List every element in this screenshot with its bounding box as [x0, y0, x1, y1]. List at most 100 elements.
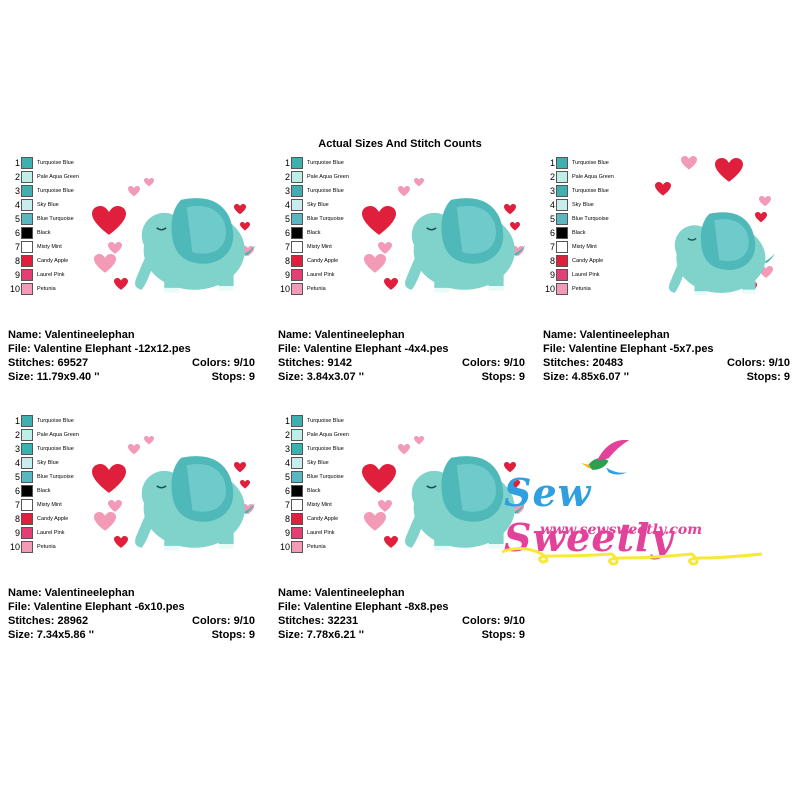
- legend-number: 6: [284, 486, 290, 496]
- heart-icon: [362, 206, 396, 235]
- legend-swatch: [21, 199, 33, 211]
- design-file: File: Valentine Elephant -5x7.pes: [543, 343, 714, 355]
- legend-number: 1: [14, 416, 20, 426]
- legend-number: 1: [284, 158, 290, 168]
- legend-swatch: [21, 429, 33, 441]
- heart-icon: [364, 512, 386, 531]
- legend-row: 5 Blue Turquoise: [543, 212, 609, 226]
- legend-color-name: Pale Aqua Green: [37, 432, 79, 438]
- elephant-artwork: [92, 178, 256, 294]
- heart-icon: [510, 222, 520, 231]
- legend-number: 6: [549, 228, 555, 238]
- legend-number: 9: [284, 528, 290, 538]
- legend-color-name: Sky Blue: [37, 460, 59, 466]
- design-file: File: Valentine Elephant -4x4.pes: [278, 343, 449, 355]
- legend-color-name: Blue Turquoise: [37, 474, 74, 480]
- legend-number: 5: [549, 214, 555, 224]
- design-colors: Colors: 9/10: [462, 357, 525, 369]
- legend-row: 9 Laurel Pink: [8, 526, 65, 540]
- legend-swatch: [21, 171, 33, 183]
- legend-number: 10: [279, 284, 290, 294]
- legend-number: 8: [284, 256, 290, 266]
- legend-number: 4: [14, 458, 20, 468]
- design-stitches: Stitches: 9142: [278, 357, 352, 369]
- page-title: Actual Sizes And Stitch Counts: [318, 138, 482, 150]
- design-stops: Stops: 9: [481, 629, 525, 641]
- legend-swatch: [21, 213, 33, 225]
- legend-number: 2: [284, 430, 290, 440]
- legend-color-name: Misty Mint: [307, 502, 332, 508]
- legend-row: 3 Turquoise Blue: [543, 184, 609, 198]
- legend-number: 8: [284, 514, 290, 524]
- legend-swatch: [556, 241, 568, 253]
- legend-color-name: Laurel Pink: [307, 530, 335, 536]
- legend-color-name: Blue Turquoise: [307, 474, 344, 480]
- heart-icon: [759, 196, 771, 207]
- heart-icon: [92, 206, 126, 235]
- heart-icon: [384, 278, 398, 290]
- heart-icon: [504, 204, 516, 215]
- elephant-artwork: [655, 156, 776, 297]
- legend-color-name: Candy Apple: [37, 516, 69, 522]
- legend-number: 3: [284, 444, 290, 454]
- legend-color-name: Turquoise Blue: [37, 446, 74, 452]
- legend-swatch: [291, 443, 303, 455]
- legend-number: 6: [14, 486, 20, 496]
- legend-color-name: Turquoise Blue: [572, 160, 609, 166]
- heart-icon: [234, 462, 246, 473]
- legend-row: 2 Pale Aqua Green: [278, 170, 349, 184]
- legend-row: 8 Candy Apple: [8, 512, 68, 526]
- legend-color-name: Sky Blue: [37, 202, 59, 208]
- design-panel-6x10: 1 Turquoise Blue 2 Pale Aqua Green 3 Turquois…: [8, 414, 258, 644]
- design-file: File: Valentine Elephant -8x8.pes: [278, 601, 449, 613]
- legend-swatch: [291, 541, 303, 553]
- legend-swatch: [556, 199, 568, 211]
- legend-row: 3 Turquoise Blue: [8, 442, 74, 456]
- legend-number: 2: [284, 172, 290, 182]
- legend-color-name: Turquoise Blue: [572, 188, 609, 194]
- legend-swatch: [291, 415, 303, 427]
- legend-color-name: Turquoise Blue: [307, 160, 344, 166]
- legend-swatch: [291, 185, 303, 197]
- design-panel-12x12: 1 Turquoise Blue 2 Pale Aqua Green 3 Turquois…: [8, 156, 258, 386]
- legend-swatch: [21, 541, 33, 553]
- legend-row: 5 Blue Turquoise: [8, 470, 74, 484]
- design-stops: Stops: 9: [481, 371, 525, 383]
- design-info: Name: Valentineelephan File: Valentine El…: [543, 328, 790, 384]
- legend-number: 3: [14, 186, 20, 196]
- heart-icon: [114, 536, 128, 548]
- legend-row: 10 Petunia: [278, 540, 326, 554]
- legend-color-name: Turquoise Blue: [307, 188, 344, 194]
- heart-icon: [378, 500, 392, 512]
- legend-color-name: Petunia: [307, 286, 326, 292]
- legend-row: 7 Misty Mint: [278, 240, 332, 254]
- legend-color-name: Blue Turquoise: [37, 216, 74, 222]
- legend-row: 2 Pale Aqua Green: [278, 428, 349, 442]
- legend-row: 1 Turquoise Blue: [278, 156, 344, 170]
- legend-color-name: Black: [37, 488, 51, 494]
- heart-icon: [362, 464, 396, 493]
- design-panel-5x7: 1 Turquoise Blue 2 Pale Aqua Green 3 Turquois…: [543, 156, 793, 386]
- legend-swatch: [291, 283, 303, 295]
- legend-color-name: Pale Aqua Green: [37, 174, 79, 180]
- legend-row: 2 Pale Aqua Green: [543, 170, 614, 184]
- heart-icon: [681, 156, 697, 170]
- legend-number: 8: [14, 256, 20, 266]
- legend-row: 9 Laurel Pink: [278, 268, 335, 282]
- legend-number: 4: [284, 200, 290, 210]
- legend-row: 10 Petunia: [543, 282, 591, 296]
- legend-row: 9 Laurel Pink: [543, 268, 600, 282]
- legend-row: 4 Sky Blue: [278, 198, 329, 212]
- logo-brand-sew: Sew: [504, 470, 592, 515]
- legend-swatch: [291, 199, 303, 211]
- heart-icon: [655, 182, 671, 196]
- design-stops: Stops: 9: [746, 371, 790, 383]
- design-name: Name: Valentineelephan: [8, 587, 135, 599]
- design-panel-8x8: 1 Turquoise Blue 2 Pale Aqua Green 3 Turquois…: [278, 414, 528, 644]
- legend-row: 7 Misty Mint: [8, 498, 62, 512]
- legend-color-name: Misty Mint: [37, 244, 62, 250]
- legend-swatch: [556, 227, 568, 239]
- heart-icon: [240, 480, 250, 489]
- legend-swatch: [291, 527, 303, 539]
- legend-swatch: [556, 185, 568, 197]
